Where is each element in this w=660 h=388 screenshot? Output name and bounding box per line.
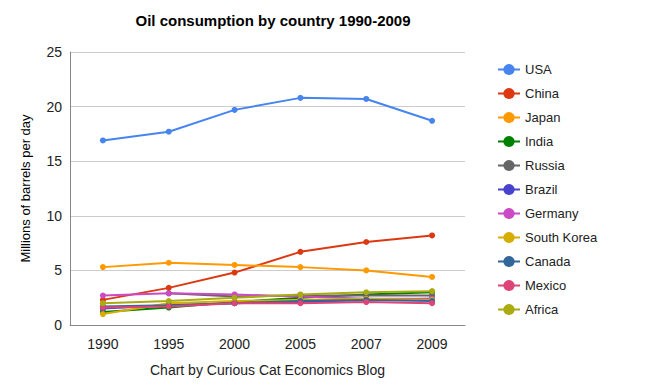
svg-text:Germany: Germany xyxy=(525,206,579,221)
svg-text:USA: USA xyxy=(525,62,552,77)
svg-text:25: 25 xyxy=(46,44,62,60)
svg-text:Millions of barrels per day: Millions of barrels per day xyxy=(18,114,33,263)
svg-text:India: India xyxy=(525,134,554,149)
svg-text:Canada: Canada xyxy=(525,254,571,269)
svg-text:2005: 2005 xyxy=(285,336,316,352)
svg-text:0: 0 xyxy=(54,317,62,333)
svg-text:Japan: Japan xyxy=(525,110,560,125)
svg-text:2009: 2009 xyxy=(417,336,448,352)
svg-text:Mexico: Mexico xyxy=(525,278,566,293)
svg-text:10: 10 xyxy=(46,208,62,224)
svg-text:1990: 1990 xyxy=(87,336,118,352)
svg-text:South Korea: South Korea xyxy=(525,230,598,245)
svg-text:5: 5 xyxy=(54,262,62,278)
svg-text:2007: 2007 xyxy=(351,336,382,352)
svg-text:15: 15 xyxy=(46,153,62,169)
svg-text:Oil consumption by country 199: Oil consumption by country 1990-2009 xyxy=(135,12,410,29)
svg-text:20: 20 xyxy=(46,99,62,115)
svg-text:Russia: Russia xyxy=(525,158,566,173)
svg-text:Brazil: Brazil xyxy=(525,182,558,197)
svg-text:China: China xyxy=(525,86,560,101)
svg-text:2000: 2000 xyxy=(219,336,250,352)
svg-text:1995: 1995 xyxy=(153,336,184,352)
svg-text:Africa: Africa xyxy=(525,302,559,317)
svg-text:Chart by Curious Cat Economics: Chart by Curious Cat Economics Blog xyxy=(150,362,385,378)
